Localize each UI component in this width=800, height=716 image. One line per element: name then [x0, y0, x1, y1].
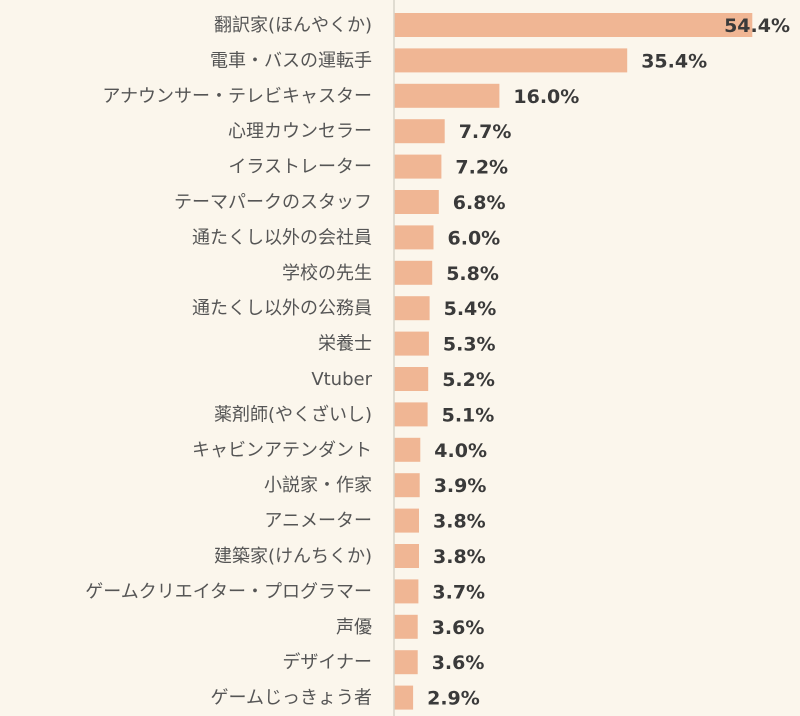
- value-label-13: 4.0%: [434, 440, 487, 462]
- category-labels-group: 翻訳家(ほんやくか) 電車・バスの運転手アナウンサー・テレビキャスター心理カウンセ…: [85, 15, 372, 709]
- value-label-11: 5.2%: [442, 369, 495, 391]
- category-label-5: イラストレーター: [228, 157, 372, 178]
- bar-5: [394, 154, 442, 179]
- category-label-4: 心理カウンセラー: [228, 121, 372, 142]
- value-label-4: 7.7%: [459, 121, 512, 143]
- bar-12: [394, 402, 428, 427]
- category-label-14: 小説家・作家: [264, 475, 372, 496]
- bar-7: [394, 225, 434, 250]
- bar-19: [394, 650, 418, 675]
- category-label-1: 翻訳家(ほんやくか): [214, 15, 372, 36]
- bar-6: [394, 190, 439, 214]
- value-label-20: 2.9%: [427, 688, 480, 710]
- value-labels-group: 54.4% 35.4% 16.0%7.7% 7.2% 6.8% 6.0% 5.8% 5.4% 5…: [427, 15, 790, 710]
- category-label-15: アニメーター: [264, 511, 372, 532]
- category-label-8: 学校の先生: [282, 263, 372, 284]
- category-label-20: ゲームじっきょう者: [211, 688, 372, 709]
- category-label-7: 通たくし以外の会社員: [192, 227, 372, 248]
- bar-13: [394, 437, 421, 462]
- bars-group: [394, 13, 753, 710]
- category-label-2: 電車・バスの運転手: [210, 50, 372, 71]
- category-label-3: アナウンサー・テレビキャスター: [102, 86, 372, 107]
- category-label-13: キャビンアテンダント: [192, 440, 372, 461]
- bar-9: [394, 296, 430, 321]
- bar-17: [394, 579, 419, 604]
- value-label-1: 54.4%: [724, 15, 790, 37]
- bar-2: [394, 48, 628, 73]
- category-label-12: 薬剤師(やくざいし): [214, 403, 372, 425]
- category-label-19: デザイナー: [282, 652, 372, 673]
- value-label-3: 16.0%: [513, 86, 579, 108]
- value-label-17: 3.7%: [432, 581, 485, 603]
- category-label-17: ゲームクリエイター・プログラマー: [85, 581, 372, 602]
- value-label-19: 3.6%: [432, 652, 485, 674]
- bar-15: [394, 508, 419, 533]
- bar-18: [394, 614, 418, 639]
- bar-20: [394, 685, 414, 710]
- category-label-16: 建築家(けんちくか): [214, 546, 372, 567]
- bar-16: [394, 544, 419, 568]
- value-label-15: 3.8%: [433, 511, 486, 533]
- value-label-6: 6.8%: [453, 192, 506, 214]
- value-label-18: 3.6%: [432, 617, 485, 639]
- bar-11: [394, 367, 429, 391]
- category-label-11: Vtuber: [311, 369, 372, 390]
- value-label-10: 5.3%: [443, 334, 496, 356]
- bar-1: [394, 13, 753, 37]
- value-label-8: 5.8%: [446, 263, 499, 285]
- bar-3: [394, 83, 500, 108]
- value-label-7: 6.0%: [448, 227, 501, 249]
- category-label-10: 栄養士: [318, 334, 372, 355]
- value-label-12: 5.1%: [442, 404, 495, 426]
- bar-8: [394, 260, 433, 285]
- value-label-16: 3.8%: [433, 546, 486, 568]
- category-label-6: テーマパークのスタッフ: [174, 192, 372, 213]
- value-label-2: 35.4%: [641, 50, 707, 72]
- category-label-18: 声優: [336, 617, 372, 638]
- bar-10: [394, 331, 429, 356]
- value-label-14: 3.9%: [434, 475, 487, 497]
- category-label-9: 通たくし以外の公務員: [192, 298, 372, 319]
- bar-14: [394, 473, 420, 498]
- value-label-5: 7.2%: [455, 157, 508, 179]
- bar-4: [394, 119, 445, 144]
- value-label-9: 5.4%: [444, 298, 497, 320]
